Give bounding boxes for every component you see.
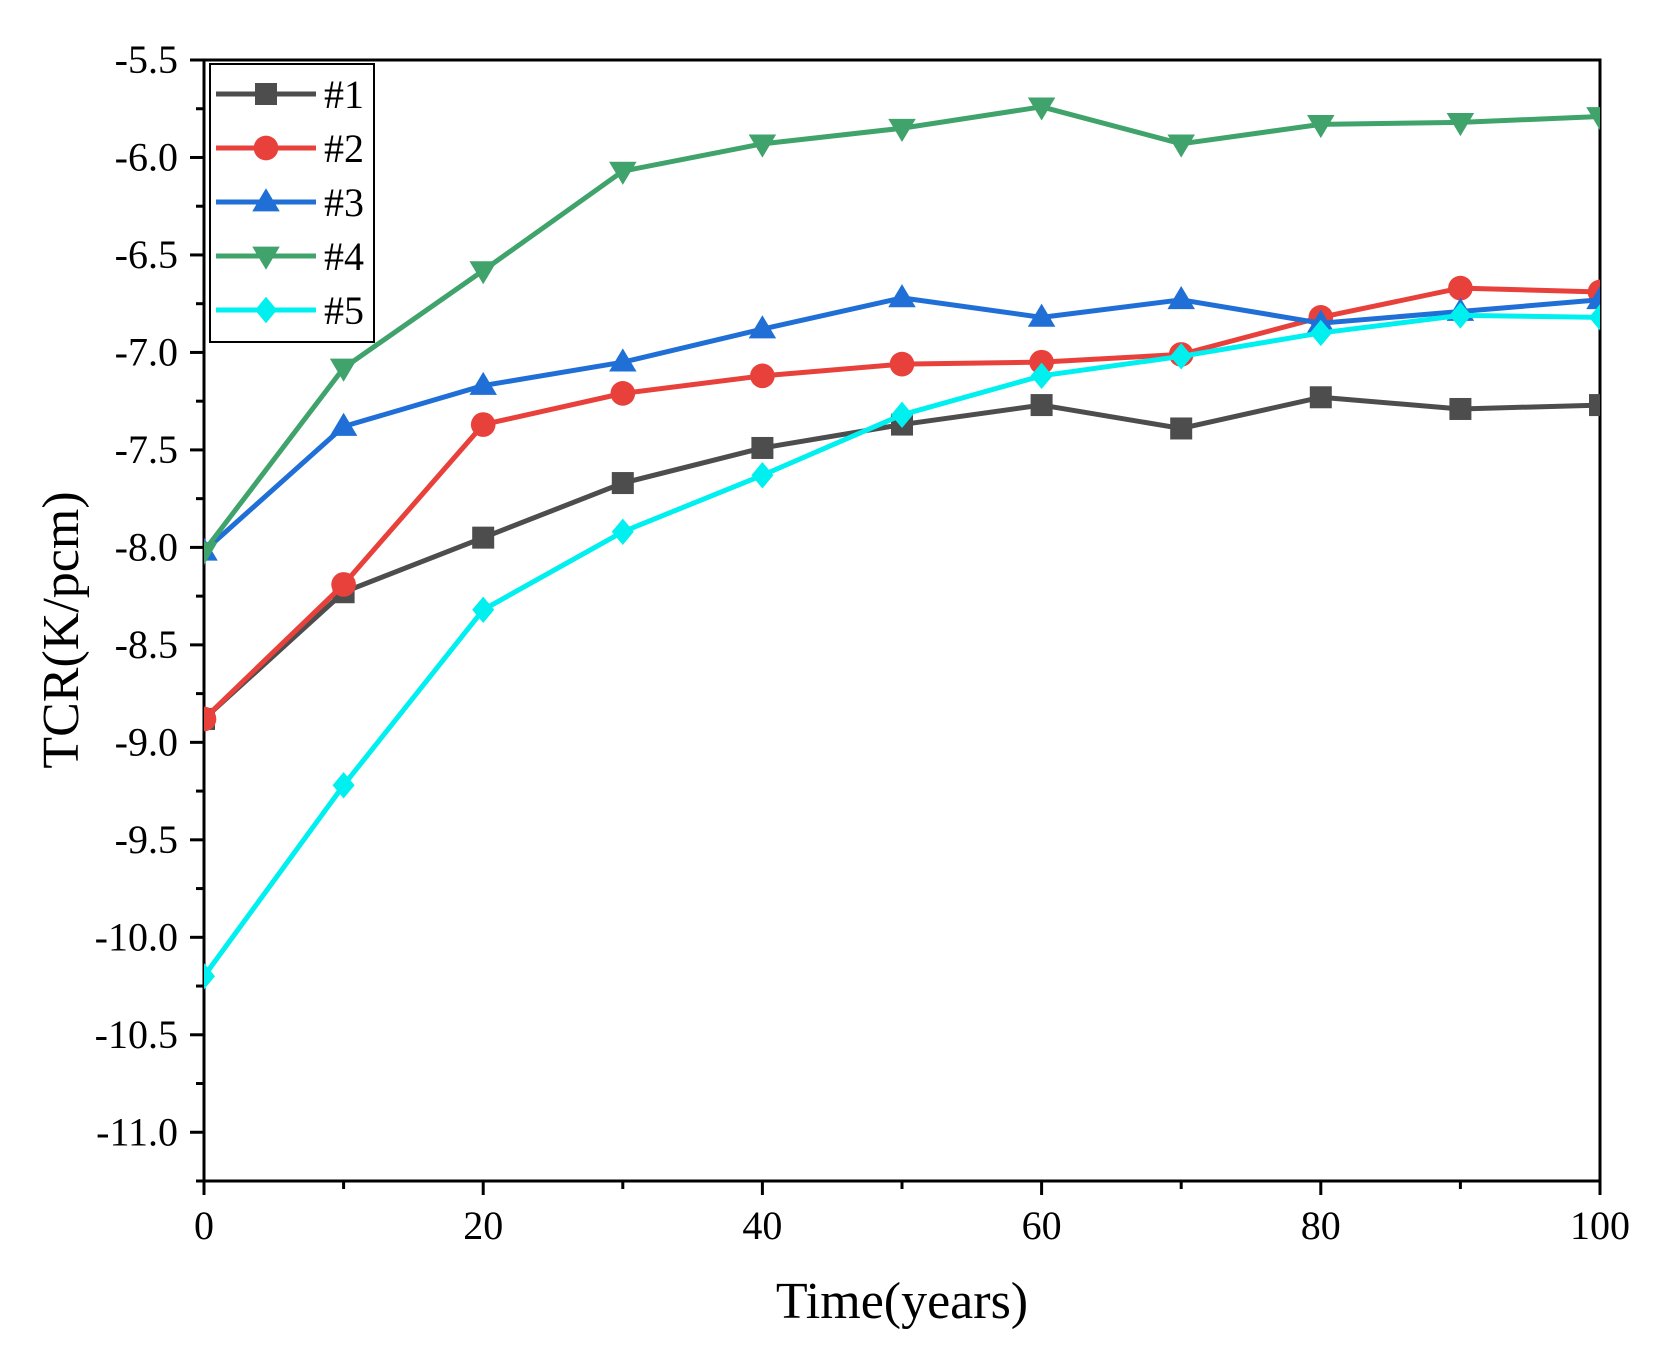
data-point — [472, 596, 495, 623]
axes-layer: 0 20 40 60 80 100 -5.5 -6.0 -6.5 -7.0 -7.5 -8.0 -8.5… — [95, 37, 1630, 1248]
data-point — [1589, 304, 1600, 331]
x-tick-label: 40 — [742, 1203, 782, 1248]
data-point — [329, 412, 358, 436]
y-axis-title: TCR(K/pcm) — [33, 491, 90, 768]
legend-marker — [252, 246, 280, 270]
data-point — [204, 541, 218, 566]
data-point — [1170, 343, 1193, 370]
data-point — [1589, 394, 1600, 417]
y-tick-label: -10.5 — [95, 1012, 178, 1057]
data-point — [332, 772, 355, 799]
plot-frame — [202, 58, 1602, 1183]
data-point — [1030, 362, 1053, 390]
data-point — [1586, 107, 1600, 131]
data-point — [1167, 134, 1195, 158]
legend-marker — [252, 188, 280, 212]
legend-label: #5 — [324, 288, 364, 333]
x-tick-label: 100 — [1570, 1203, 1630, 1248]
series-4 — [204, 97, 1600, 566]
series-line — [204, 104, 1600, 553]
data-point — [1307, 114, 1335, 139]
y-tick-label: -6.5 — [115, 232, 178, 277]
y-tick-label: -9.0 — [115, 719, 178, 764]
data-point — [1586, 286, 1600, 310]
data-point — [329, 358, 358, 382]
y-tick-label: -7.5 — [115, 427, 178, 472]
x-axis-title: Time(years) — [776, 1273, 1028, 1330]
x-tick-label: 60 — [1022, 1203, 1062, 1248]
legend: #1 #2 #3 #4 #5 — [209, 63, 375, 343]
data-point — [1309, 386, 1332, 409]
series-1 — [204, 386, 1600, 730]
legend-label: #1 — [324, 72, 364, 117]
legend-item: #4 — [216, 234, 364, 279]
data-point — [1030, 394, 1053, 417]
series-layer — [204, 97, 1600, 990]
data-point — [470, 412, 496, 437]
data-point — [1027, 97, 1056, 121]
data-point — [1446, 113, 1475, 137]
y-tick-label: -10.0 — [95, 914, 178, 959]
data-point — [469, 371, 497, 395]
legend-marker — [253, 135, 279, 161]
y-tick-label: -5.5 — [115, 37, 178, 82]
legend-item: #3 — [216, 180, 364, 225]
legend-marker — [255, 83, 277, 105]
data-point — [1027, 303, 1056, 327]
legend-label: #4 — [324, 234, 364, 279]
y-tick-label: -8.0 — [115, 524, 178, 569]
series-2 — [204, 275, 1600, 732]
legend-item: #5 — [216, 288, 364, 333]
legend-label: #2 — [324, 126, 364, 171]
data-point — [472, 526, 495, 549]
y-tick-label: -11.0 — [96, 1109, 178, 1154]
data-point — [204, 706, 217, 732]
data-point — [609, 161, 637, 185]
series-line — [204, 394, 1600, 721]
y-tick-label: -8.5 — [115, 622, 178, 667]
data-point — [1170, 417, 1193, 440]
legend-item: #1 — [216, 72, 364, 117]
data-point — [331, 572, 356, 597]
x-tick-label: 20 — [463, 1203, 503, 1248]
data-point — [751, 436, 774, 459]
data-point — [889, 351, 915, 377]
data-point — [611, 472, 634, 495]
data-point — [1448, 275, 1473, 301]
legend-label: #3 — [324, 180, 364, 225]
data-point — [748, 315, 777, 339]
x-tick-label: 80 — [1301, 1203, 1341, 1248]
data-point — [748, 134, 777, 158]
y-tick-label: -6.0 — [115, 134, 178, 179]
data-point — [1029, 349, 1054, 375]
data-point — [751, 462, 774, 489]
data-point — [888, 284, 916, 308]
data-point — [891, 401, 913, 429]
y-tick-label: -7.0 — [115, 329, 178, 374]
legend-marker — [255, 296, 277, 324]
series-5 — [204, 302, 1600, 990]
data-point — [611, 518, 634, 545]
data-point — [469, 261, 497, 285]
data-point — [888, 118, 916, 142]
data-point — [1309, 319, 1332, 347]
data-point — [750, 363, 775, 389]
data-point — [204, 963, 215, 990]
data-point — [1449, 302, 1472, 329]
data-point — [1449, 397, 1472, 420]
data-point — [1167, 286, 1195, 310]
y-tick-label: -9.5 — [115, 817, 178, 862]
x-tick-label: 0 — [194, 1203, 214, 1248]
legend-item: #2 — [216, 126, 364, 171]
data-point — [610, 381, 636, 406]
data-point — [609, 348, 637, 372]
